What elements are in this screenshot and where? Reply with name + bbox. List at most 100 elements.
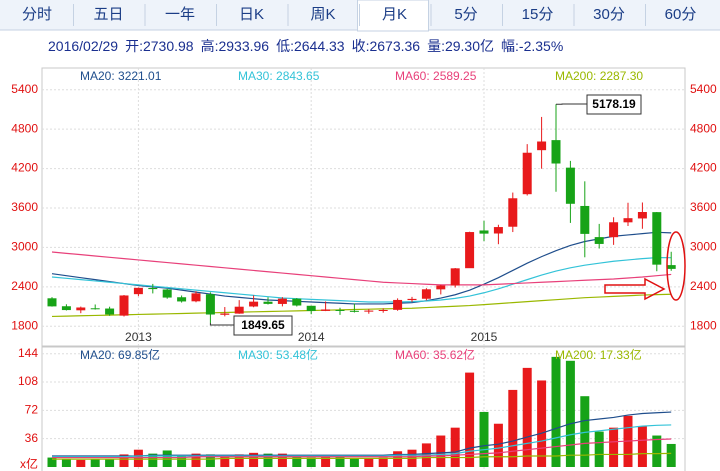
y2-tick-label: 4200 [690,161,717,175]
volume-bar [551,356,561,467]
tab[interactable]: 5分 [454,6,477,23]
annotation-leader [209,323,234,326]
candle-body [580,205,590,234]
ma-line [51,231,672,305]
candle-body [364,310,374,312]
candle-body [623,218,633,223]
y2-tick-label: 3000 [690,240,717,254]
candle-body [148,287,158,290]
volume-bar [61,459,71,467]
info-line: 2016/02/29 开:2730.98 高:2933.96 低:2644.33 收:2… [48,38,563,54]
ma-line [51,257,672,303]
info-item: 收:2673.36 [352,38,421,54]
x-tick-label: 2013 [125,330,152,344]
candle-body [306,305,316,311]
candle-body [249,301,259,307]
candle-body [133,287,143,295]
candle-body [349,310,359,312]
candle-body [234,306,244,314]
tab[interactable]: 15分 [522,6,554,23]
tab[interactable]: 分时 [22,6,52,23]
volume-bar [148,453,158,467]
volume-bar [393,451,403,467]
y-tick-label: 72 [25,403,39,417]
volume-bar [450,427,460,467]
volume-bar [349,458,359,467]
candle-body [378,309,388,311]
volume-bar [364,458,374,467]
volume-bar [133,449,143,467]
tab[interactable]: 一年 [165,6,195,23]
candle-body [393,299,403,310]
tab[interactable]: 月K [382,6,407,23]
annotation: 5178.19 [592,97,636,111]
candle-body [205,294,215,315]
volume-bar [76,459,86,467]
volume-bar [522,367,532,467]
candle-body [191,293,201,302]
volume-bar [205,454,215,467]
info-item: 量:29.30亿 [427,38,494,54]
main-panel [41,67,686,347]
y-tick-label: 2400 [11,279,38,293]
legend-entry: MA30: 2843.65 [238,69,320,83]
y2-tick-label: 4800 [690,121,717,135]
volume-bar [191,453,201,467]
ma-line [52,438,672,459]
tab[interactable]: 周K [310,6,335,23]
volume-panel [41,346,686,471]
y-unit-label: x亿 [20,456,38,471]
candle-body [105,308,115,315]
info-item: 幅:-2.35% [501,38,563,54]
highlight-arrow [604,277,666,301]
tab[interactable]: 五日 [93,6,123,23]
highlight-circle [666,231,686,301]
info-item: 2016/02/29 [48,38,118,54]
legend-entry: MA200: 17.33亿 [555,347,642,362]
tab[interactable]: 日K [239,6,264,23]
candle-body [220,313,230,315]
legend-entry: MA20: 3221.01 [80,69,162,83]
candle-body [465,232,475,269]
volume-bar [90,459,100,467]
volume-bar [537,380,547,467]
y-tick-label: 3600 [11,200,38,214]
volume-bar [594,431,604,467]
y2-tick-label: 5400 [690,82,717,96]
candle-body [551,140,561,164]
volume-bar [652,435,662,467]
candle-body [609,222,619,238]
candle-body [292,298,302,306]
volume-bar [249,452,259,467]
info-item: 高:2933.96 [201,38,270,54]
volume-bar [378,457,388,467]
x-tick-label: 2015 [471,330,498,344]
candle-body [76,307,86,311]
candle-body [508,198,518,227]
volume-bar [666,443,676,467]
candle-body [47,298,57,307]
y2-tick-label: 1800 [690,318,717,332]
volume-bar [465,372,475,467]
y-tick-label: 4200 [11,161,38,175]
annotation-box [233,315,293,336]
volume-bar [637,426,647,467]
tab[interactable]: 30分 [593,6,625,23]
candle-body [90,308,100,310]
volume-bar [119,454,129,467]
volume-bar [335,456,345,467]
candle-body [177,297,187,302]
volume-bar [220,456,230,467]
annotation: 1849.65 [241,318,285,332]
volume-bar [479,411,489,467]
volume-bar [177,455,187,467]
y-tick-label: 5400 [11,82,38,96]
ma-line [51,293,672,318]
legend-entry: MA20: 69.85亿 [80,347,160,362]
volume-bar [321,455,331,467]
candle-body [522,152,532,195]
volume-bar [277,453,287,467]
y2-tick-label: 2400 [690,279,717,293]
tab[interactable]: 60分 [665,6,697,23]
